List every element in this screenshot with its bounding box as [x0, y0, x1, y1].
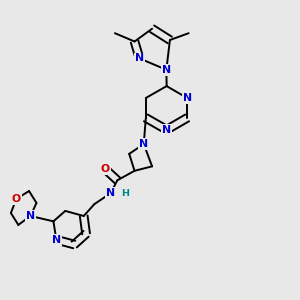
- Text: N: N: [162, 125, 171, 135]
- Text: N: N: [183, 93, 192, 103]
- Text: N: N: [26, 211, 35, 221]
- Text: N: N: [139, 139, 148, 149]
- Text: O: O: [101, 164, 110, 174]
- Text: N: N: [52, 235, 61, 245]
- Text: N: N: [162, 65, 171, 75]
- Text: H: H: [121, 189, 129, 198]
- Text: N: N: [106, 188, 115, 198]
- Text: O: O: [12, 194, 21, 204]
- Text: N: N: [135, 53, 144, 64]
